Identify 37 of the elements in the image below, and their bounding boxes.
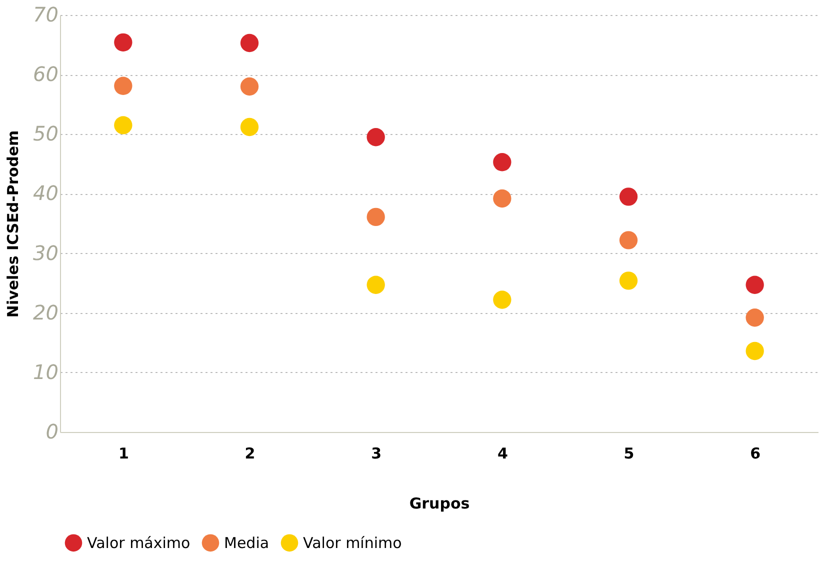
y-tick-label: 20	[33, 300, 58, 324]
point	[619, 272, 638, 290]
legend-label: Media	[224, 534, 270, 552]
x-tick-label: 5	[624, 444, 634, 462]
x-axis-title: Grupos	[409, 494, 470, 512]
x-tick-label: 1	[118, 444, 129, 462]
x-tick-label: 4	[497, 444, 508, 462]
point	[619, 231, 638, 250]
y-tick-label: 50	[33, 122, 58, 146]
point	[366, 276, 385, 294]
point	[493, 189, 512, 208]
point	[240, 118, 259, 136]
y-tick-label: 70	[33, 2, 58, 26]
point	[493, 153, 512, 172]
point	[493, 290, 512, 309]
x-tick-label: 2	[244, 444, 256, 462]
x-tick-label: 3	[371, 444, 382, 462]
legend-label: Valor máximo	[87, 534, 190, 552]
y-tick-label: 30	[33, 240, 58, 265]
point	[114, 76, 132, 95]
point	[619, 188, 638, 206]
y-tick-label: 10	[33, 360, 58, 384]
point	[746, 308, 764, 327]
y-tick-label: 40	[33, 181, 58, 206]
point	[366, 128, 385, 146]
point	[366, 208, 385, 226]
y-tick-label: 60	[33, 62, 58, 86]
y-tick-label: 0	[46, 420, 58, 444]
point	[240, 77, 259, 96]
point	[746, 342, 764, 360]
x-tick-label: 6	[750, 444, 761, 462]
point	[240, 34, 259, 52]
y-axis-title: Niveles ICSEd-Prodem	[4, 130, 22, 318]
point	[114, 33, 132, 52]
point	[114, 116, 132, 134]
point	[746, 276, 764, 294]
legend-label: Valor mínimo	[303, 534, 402, 552]
